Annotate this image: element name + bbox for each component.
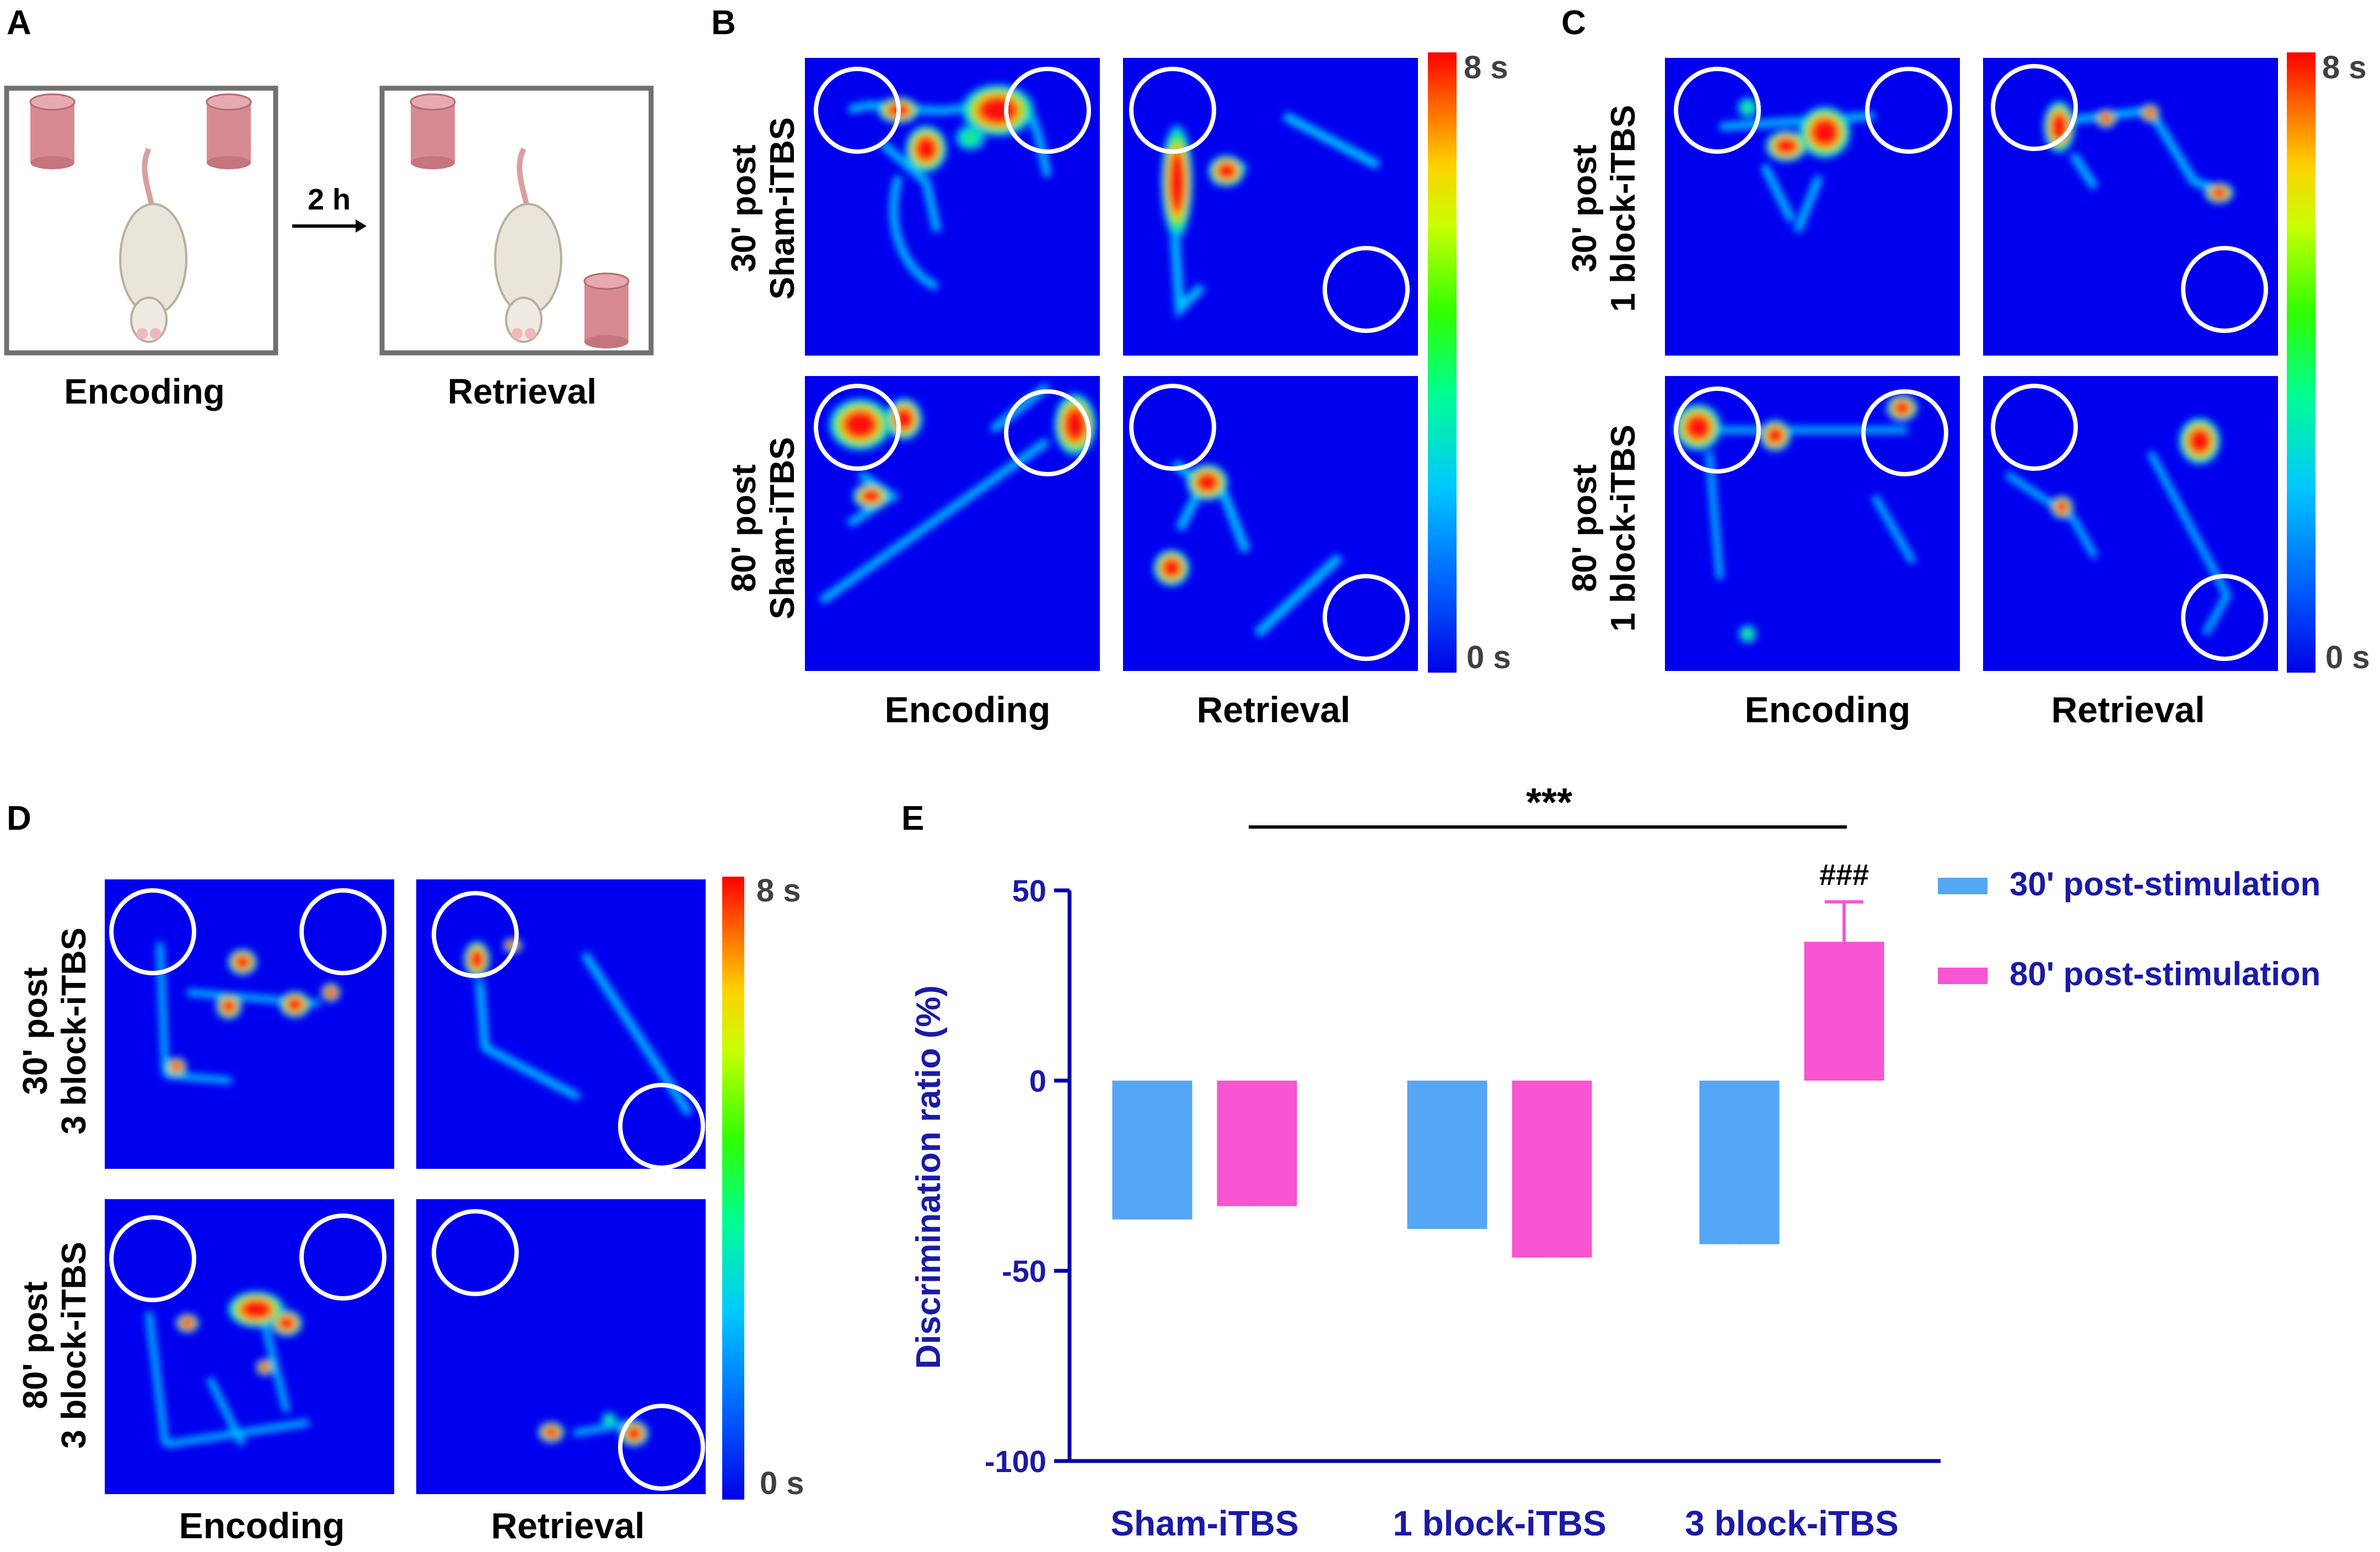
heatmap-d-80-retrieval [416,1199,706,1494]
heatmap-d-30-retrieval [416,879,706,1170]
encoding-label: Encoding [64,372,225,411]
svg-text:30' post: 30' post [725,144,763,272]
panel-letter-e: E [901,799,924,837]
panel-a: A [4,4,654,411]
y-tick-label: 50 [1012,873,1046,908]
svg-text:Sham-iTBS: Sham-iTBS [764,437,802,620]
panel-letter-b: B [711,4,736,42]
category-label: 3 block-iTBS [1685,1503,1899,1543]
delay-label: 2 h [308,183,351,216]
arrow-head-icon [356,219,367,233]
heatmap-d-80-encoding [105,1199,394,1494]
y-axis-label: Discrimination ratio (%) [910,985,948,1369]
retrieval-label: Retrieval [448,372,597,411]
svg-text:1 block-iTBS: 1 block-iTBS [1604,105,1642,312]
panel-letter-c: C [1561,4,1586,42]
object-cylinder-icon [206,93,252,169]
heatmap-c-30-encoding [1665,58,1960,356]
legend-swatch [1938,878,1987,894]
svg-text:80' post: 80' post [725,464,763,592]
col-label-encoding: Encoding [1745,689,1911,730]
rat-icon [494,147,562,343]
colorbar-max-label: 8 s [756,873,801,909]
rat-icon [119,147,187,343]
col-label-encoding: Encoding [885,689,1051,730]
colorbar-min-label: 0 s [760,1465,804,1501]
heatmap-b-80-encoding [805,376,1100,671]
col-label-retrieval: Retrieval [2051,689,2205,730]
category-label: 1 block-iTBS [1393,1503,1607,1543]
heatmap-b-30-encoding [805,58,1100,356]
colorbar-d [722,877,744,1500]
y-tick-label: -100 [985,1444,1046,1479]
row-label-30-post: 30' post Sham-iTBS [725,117,802,300]
object-cylinder-icon [29,93,76,169]
legend-swatch [1938,968,1987,984]
heatmap-b-80-retrieval [1123,376,1418,671]
y-tick-label: -50 [1002,1254,1046,1288]
panel-letter-a: A [7,4,31,42]
row-label-30-post: 30' post 1 block-iTBS [1566,105,1642,312]
significance-label: *** [1526,781,1572,825]
row-label-80-post: 80' post 1 block-iTBS [1566,425,1642,632]
heatmap-d-30-encoding [105,879,394,1169]
colorbar-max-label: 8 s [2322,50,2367,85]
colorbar-c [2287,52,2315,673]
svg-text:Sham-iTBS: Sham-iTBS [764,117,802,300]
object-cylinder-icon [583,272,630,348]
col-label-encoding: Encoding [179,1505,345,1546]
bar-80-1 [1512,1081,1592,1258]
panel-c: C 30' post 1 block-iTBS 80' post 1 block… [1561,4,2370,730]
colorbar-max-label: 8 s [1464,50,1508,85]
heatmap-b-30-retrieval [1123,58,1418,356]
col-label-retrieval: Retrieval [491,1505,645,1546]
svg-text:3 block-iTBS: 3 block-iTBS [55,927,93,1135]
heatmap-c-80-retrieval [1983,376,2278,671]
bar-80-2 [1804,942,1884,1081]
svg-text:30' post: 30' post [17,967,55,1095]
hash-annotation: ### [1819,858,1869,892]
svg-text:1 block-iTBS: 1 block-iTBS [1604,425,1642,632]
heatmap-c-30-retrieval [1983,58,2278,356]
panel-letter-d: D [7,799,31,837]
y-tick-label: 0 [1029,1064,1046,1098]
panel-e: E 50 0 -50 -100 Discrimination ratio (%) Sham… [901,781,2320,1543]
category-label: Sham-iTBS [1110,1503,1298,1543]
row-label-80-post: 80' post 3 block-iTBS [17,1242,93,1449]
colorbar-min-label: 0 s [2325,640,2370,675]
svg-text:80' post: 80' post [1566,464,1604,592]
heatmap-c-80-encoding [1665,376,1960,671]
svg-text:3 block-iTBS: 3 block-iTBS [55,1242,93,1449]
row-label-30-post: 30' post 3 block-iTBS [17,927,93,1135]
svg-text:30' post: 30' post [1566,144,1604,272]
object-cylinder-icon [410,93,456,169]
panel-b: B 30' post Sham-iTBS 80' post Sham-iTBS [711,4,1511,730]
panel-d: D 30' post 3 block-iTBS 80' post 3 block… [7,799,804,1546]
bar-chart: 50 0 -50 -100 Discrimination ratio (%) Sham-i… [910,781,2320,1543]
legend-label: 80' post-stimulation [2010,955,2320,992]
colorbar-b [1428,52,1457,673]
col-label-retrieval: Retrieval [1197,689,1351,730]
colorbar-min-label: 0 s [1466,640,1511,675]
legend-label: 30' post-stimulation [2010,866,2320,903]
row-label-80-post: 80' post Sham-iTBS [725,437,802,620]
svg-text:80' post: 80' post [17,1281,55,1409]
